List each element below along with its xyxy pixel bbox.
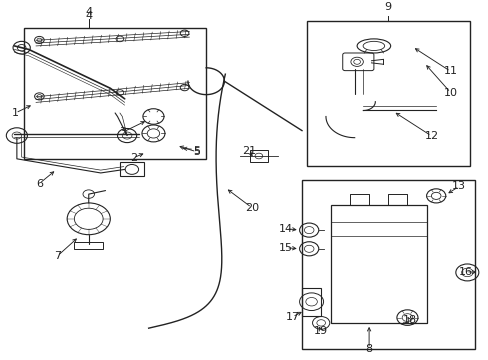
- Bar: [74, 242, 103, 249]
- Text: 19: 19: [313, 326, 327, 336]
- Bar: [24, 28, 206, 159]
- Text: 13: 13: [451, 181, 465, 192]
- Bar: [302, 180, 473, 349]
- Bar: [250, 150, 267, 162]
- Text: 17: 17: [285, 312, 299, 322]
- Text: 18: 18: [402, 315, 416, 325]
- Text: 14: 14: [279, 224, 293, 234]
- Bar: [330, 205, 426, 323]
- Bar: [120, 162, 143, 176]
- Text: 5: 5: [193, 147, 200, 157]
- Text: 16: 16: [458, 267, 472, 277]
- Text: 20: 20: [244, 203, 258, 212]
- Text: 6: 6: [36, 179, 43, 189]
- Text: 1: 1: [12, 108, 19, 118]
- Text: 4: 4: [85, 11, 92, 21]
- Text: 21: 21: [242, 146, 256, 156]
- Text: 15: 15: [279, 243, 293, 253]
- Bar: [302, 288, 321, 316]
- Bar: [306, 21, 469, 166]
- Text: 9: 9: [384, 3, 391, 12]
- Text: 12: 12: [424, 131, 438, 141]
- Text: 10: 10: [443, 87, 457, 98]
- Text: 5: 5: [193, 146, 200, 156]
- Text: 4: 4: [85, 6, 92, 17]
- Text: 3: 3: [119, 127, 125, 138]
- Text: 2: 2: [129, 153, 137, 163]
- Text: 8: 8: [365, 344, 372, 354]
- Text: 7: 7: [54, 251, 61, 261]
- Text: 11: 11: [443, 66, 457, 76]
